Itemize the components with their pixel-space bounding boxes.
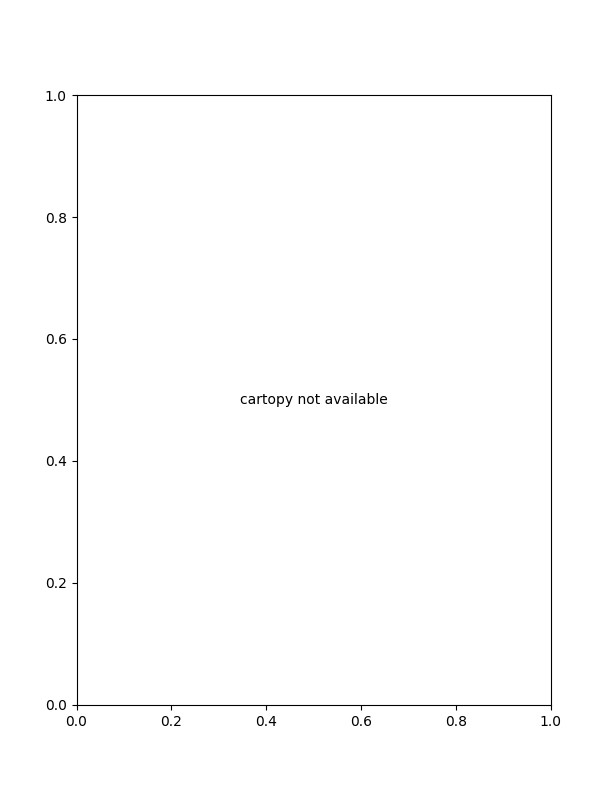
Text: cartopy not available: cartopy not available [240,393,387,407]
